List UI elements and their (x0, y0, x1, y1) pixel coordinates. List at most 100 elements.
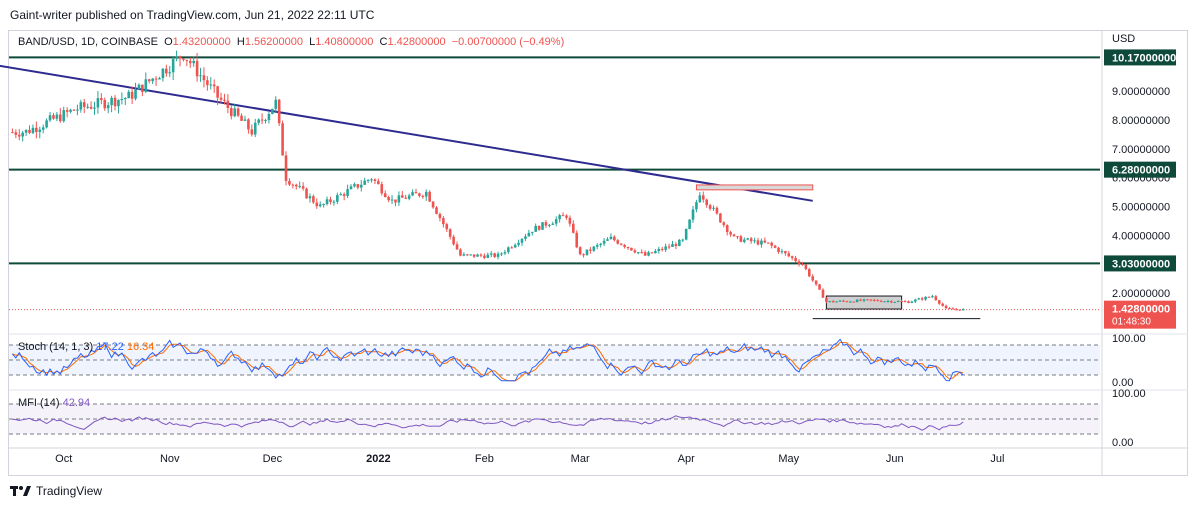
time-tick-label: May (778, 453, 799, 465)
candle-body (267, 113, 271, 120)
price-tick-label: 4.00000000 (1112, 230, 1170, 242)
candle-body (743, 239, 746, 242)
brand-label: TradingView (36, 484, 103, 498)
candle-body (291, 184, 295, 186)
candle-body (503, 252, 507, 254)
candle-body (435, 207, 438, 214)
candle-body (315, 202, 319, 207)
candle-body (233, 108, 237, 117)
tradingview-brand[interactable]: TradingView (10, 484, 102, 498)
candle-body (35, 127, 38, 132)
level-price-label: 10.17000000 (1112, 52, 1176, 64)
candle-body (561, 215, 565, 217)
candle-body (883, 301, 886, 303)
candle-body (961, 309, 965, 311)
candle-body (599, 243, 602, 245)
candle-body (695, 202, 698, 210)
candle-body (914, 299, 917, 302)
candle-body (134, 89, 137, 99)
candle-body (951, 308, 955, 310)
candle-body (636, 252, 640, 254)
candle-body (182, 58, 185, 60)
time-tick-label: Jul (990, 453, 1004, 465)
mfi-name: MFI (14) (18, 397, 60, 409)
candle-body (151, 78, 154, 82)
candle-body (308, 196, 312, 199)
candle-body (773, 245, 777, 248)
low-label: L (309, 36, 316, 48)
mfi-tick-label: 0.00 (1112, 437, 1133, 449)
candle-body (127, 91, 131, 99)
candle-body (281, 123, 284, 156)
candle-body (137, 84, 141, 90)
candle-body (616, 240, 620, 244)
time-tick-label: Nov (160, 453, 180, 465)
candle-body (780, 251, 784, 253)
close-label: C (379, 36, 388, 48)
candle-body (100, 98, 103, 101)
price-tick-label: 8.00000000 (1112, 115, 1170, 127)
candle-body (554, 219, 558, 224)
open-value: 1.43200000 (172, 36, 231, 48)
candle-body (736, 236, 739, 238)
candle-body (671, 244, 674, 247)
candle-body (284, 155, 288, 181)
candle-body (852, 301, 856, 303)
candle-body (845, 301, 849, 303)
mfi-line (12, 415, 964, 431)
candle-body (572, 223, 575, 233)
candle-body (117, 99, 120, 107)
candle-body (790, 256, 794, 258)
trendline (0, 64, 813, 202)
candle-body (325, 199, 329, 205)
candle-body (472, 254, 476, 257)
mfi-band (9, 404, 1100, 434)
candle-body (558, 215, 561, 220)
candle-body (749, 238, 753, 242)
candle-body (209, 84, 213, 86)
candle-body (247, 119, 250, 130)
candle-body (421, 195, 425, 197)
candle-body (701, 195, 705, 200)
candle-body (48, 115, 52, 121)
candle-body (489, 253, 493, 255)
candle-body (821, 289, 825, 298)
candle-body (342, 194, 346, 196)
candle-body (253, 122, 257, 135)
candle-body (52, 115, 55, 119)
candle-body (38, 129, 42, 132)
candle-body (175, 56, 178, 59)
candle-body (931, 296, 934, 298)
candle-body (831, 301, 835, 303)
candle-body (801, 264, 804, 266)
candle-body (623, 244, 626, 248)
stoch-legend: Stoch (14, 1, 3) 17.22 16.34 (18, 341, 154, 353)
candle-body (192, 60, 195, 64)
candle-body (387, 197, 390, 201)
candle-body (859, 299, 862, 301)
candle-body (455, 244, 459, 250)
candle-body (862, 299, 866, 301)
candle-body (842, 300, 845, 302)
candle-body (708, 205, 712, 209)
candle-body (715, 207, 719, 214)
candle-body (414, 192, 418, 194)
candle-body (517, 242, 520, 245)
candle-body (660, 248, 664, 250)
close-value: 1.42800000 (387, 36, 446, 48)
stoch-k-line (12, 338, 964, 382)
candle-body (794, 257, 797, 262)
candle-body (69, 109, 72, 112)
level-price-label: 6.28000000 (1112, 165, 1170, 177)
candle-body (486, 254, 490, 258)
candle-body (479, 254, 483, 256)
candle-body (787, 253, 791, 257)
stoch-d-line (12, 342, 964, 382)
candle-body (565, 215, 568, 218)
candle-body (835, 301, 838, 303)
candle-body (811, 276, 815, 281)
candle-body (530, 231, 534, 233)
candle-body (28, 129, 31, 133)
candle-body (318, 204, 322, 207)
